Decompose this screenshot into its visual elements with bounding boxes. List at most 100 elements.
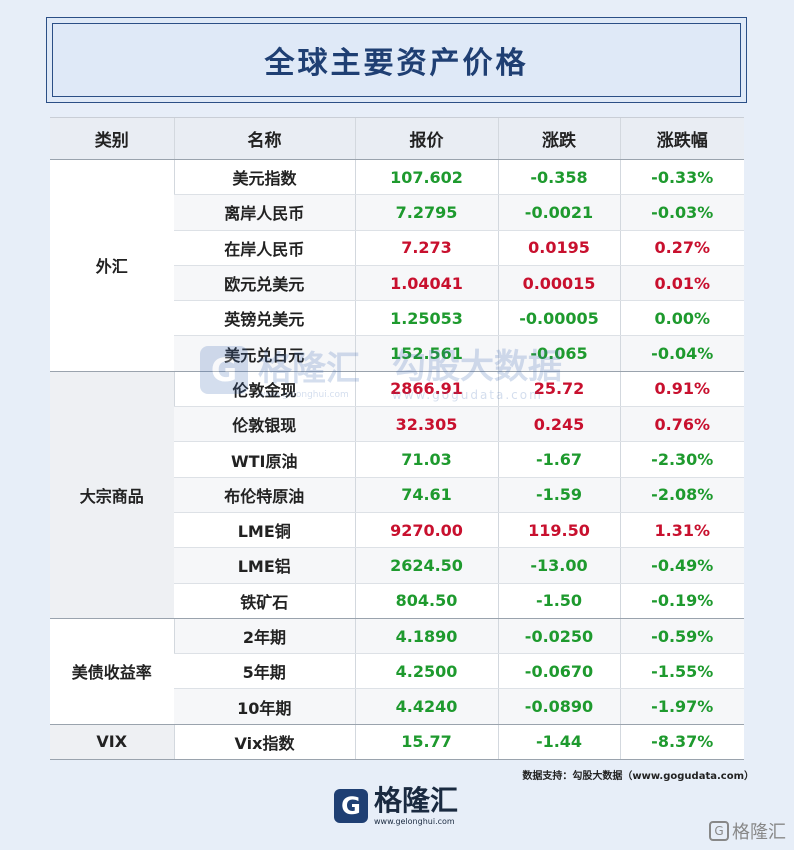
footer-logo-icon: G bbox=[334, 789, 368, 823]
table-row: 在岸人民币 7.273 0.0195 0.27% bbox=[50, 230, 744, 266]
table-row: 铁矿石 804.50 -1.50 -0.19% bbox=[50, 583, 744, 619]
category-cell: 美债收益率 bbox=[50, 618, 174, 725]
change-cell: -1.67 bbox=[497, 441, 620, 478]
name-cell: 美元指数 bbox=[173, 159, 355, 196]
change-cell: -13.00 bbox=[497, 547, 620, 584]
price-cell: 1.25053 bbox=[354, 300, 498, 337]
table-row: 英镑兑美元 1.25053 -0.00005 0.00% bbox=[50, 300, 744, 337]
pct-cell: -0.04% bbox=[619, 335, 744, 372]
change-cell: -0.358 bbox=[497, 159, 620, 196]
table-row: 美元兑日元 152.561 -0.065 -0.04% bbox=[50, 335, 744, 372]
pct-cell: -2.08% bbox=[619, 477, 744, 513]
price-cell: 1.04041 bbox=[354, 265, 498, 302]
change-cell: 0.0195 bbox=[497, 230, 620, 266]
pct-cell: 0.01% bbox=[619, 265, 744, 302]
pct-cell: -0.33% bbox=[619, 159, 744, 196]
price-cell: 74.61 bbox=[354, 477, 498, 513]
category-cell: 大宗商品 bbox=[50, 371, 174, 619]
price-cell: 107.602 bbox=[354, 159, 498, 196]
table-body: 外汇 美元指数 107.602 -0.358 -0.33% 离岸人民币 7.2795 -0.0… bbox=[50, 159, 744, 761]
pct-cell: -0.59% bbox=[619, 618, 744, 655]
pct-cell: -0.03% bbox=[619, 194, 744, 231]
pct-cell: 1.31% bbox=[619, 512, 744, 549]
name-cell: 美元兑日元 bbox=[174, 335, 355, 372]
change-cell: 119.50 bbox=[497, 512, 620, 549]
pct-cell: -8.37% bbox=[619, 724, 744, 761]
price-cell: 2624.50 bbox=[354, 547, 498, 584]
price-cell: 32.305 bbox=[354, 406, 498, 443]
page-title: 全球主要资产价格 bbox=[264, 46, 529, 81]
pct-cell: 0.00% bbox=[619, 300, 744, 337]
price-cell: 2866.91 bbox=[354, 371, 498, 408]
name-cell: 英镑兑美元 bbox=[174, 300, 355, 337]
table-row: 10年期 4.4240 -0.0890 -1.97% bbox=[50, 688, 744, 725]
name-cell: 2年期 bbox=[173, 618, 355, 655]
name-cell: LME铜 bbox=[174, 512, 355, 549]
price-cell: 15.77 bbox=[354, 724, 498, 761]
pct-cell: 0.76% bbox=[619, 406, 744, 443]
price-cell: 4.1890 bbox=[354, 618, 498, 655]
category-cell: VIX bbox=[50, 724, 174, 761]
table-row: WTI原油 71.03 -1.67 -2.30% bbox=[50, 441, 744, 478]
price-cell: 7.2795 bbox=[354, 194, 498, 231]
price-cell: 152.561 bbox=[354, 335, 498, 372]
corner-watermark: G 格隆汇 bbox=[709, 818, 786, 844]
header-name: 名称 bbox=[173, 117, 355, 160]
pct-cell: -1.97% bbox=[619, 688, 744, 725]
pct-cell: 0.91% bbox=[619, 371, 744, 408]
name-cell: 铁矿石 bbox=[174, 583, 355, 619]
category-cell: 外汇 bbox=[50, 159, 174, 372]
pct-cell: -0.19% bbox=[619, 583, 744, 619]
pct-cell: -2.30% bbox=[619, 441, 744, 478]
table-row: LME铝 2624.50 -13.00 -0.49% bbox=[50, 547, 744, 584]
change-cell: -0.0250 bbox=[497, 618, 620, 655]
price-cell: 9270.00 bbox=[354, 512, 498, 549]
name-cell: 伦敦金现 bbox=[173, 371, 355, 408]
price-cell: 4.2500 bbox=[354, 653, 498, 690]
pct-cell: -1.55% bbox=[619, 653, 744, 690]
price-cell: 4.4240 bbox=[354, 688, 498, 725]
table-row: 美债收益率 2年期 4.1890 -0.0250 -0.59% bbox=[50, 618, 744, 725]
table-row: VIX Vix指数 15.77 -1.44 -8.37% bbox=[50, 724, 744, 761]
change-cell: -0.00005 bbox=[497, 300, 620, 337]
table-row: 大宗商品 伦敦金现 2866.91 25.72 0.91% bbox=[50, 371, 744, 619]
change-cell: -1.59 bbox=[497, 477, 620, 513]
change-cell: 0.00015 bbox=[497, 265, 620, 302]
header-pct: 涨跌幅 bbox=[619, 117, 744, 160]
footer-brand-url: www.gelonghui.com bbox=[374, 816, 455, 826]
name-cell: LME铝 bbox=[174, 547, 355, 584]
asset-price-table: 类别 名称 报价 涨跌 涨跌幅 外汇 美元指数 107.602 -0.358 -0.33… bbox=[50, 117, 744, 761]
name-cell: 在岸人民币 bbox=[174, 230, 355, 266]
pct-cell: 0.27% bbox=[619, 230, 744, 266]
table-row: 欧元兑美元 1.04041 0.00015 0.01% bbox=[50, 265, 744, 302]
name-cell: 欧元兑美元 bbox=[174, 265, 355, 302]
price-cell: 7.273 bbox=[354, 230, 498, 266]
name-cell: 布伦特原油 bbox=[174, 477, 355, 513]
header-change: 涨跌 bbox=[497, 117, 620, 160]
name-cell: WTI原油 bbox=[174, 441, 355, 478]
table-row: 外汇 美元指数 107.602 -0.358 -0.33% bbox=[50, 159, 744, 372]
change-cell: -1.44 bbox=[497, 724, 620, 761]
change-cell: -0.065 bbox=[497, 335, 620, 372]
table-row: 伦敦银现 32.305 0.245 0.76% bbox=[50, 406, 744, 443]
price-cell: 71.03 bbox=[354, 441, 498, 478]
footer-logo: G 格隆汇 www.gelonghui.com bbox=[334, 786, 458, 826]
table-row: 布伦特原油 74.61 -1.59 -2.08% bbox=[50, 477, 744, 513]
corner-logo-icon: G bbox=[709, 821, 729, 841]
name-cell: 离岸人民币 bbox=[174, 194, 355, 231]
footer-brand-name: 格隆汇 bbox=[374, 783, 459, 817]
table-header-row: 类别 名称 报价 涨跌 涨跌幅 bbox=[50, 117, 744, 160]
title-frame: 全球主要资产价格 bbox=[52, 23, 741, 97]
table-row: LME铜 9270.00 119.50 1.31% bbox=[50, 512, 744, 549]
table-row: 离岸人民币 7.2795 -0.0021 -0.03% bbox=[50, 194, 744, 231]
name-cell: 伦敦银现 bbox=[174, 406, 355, 443]
change-cell: -1.50 bbox=[497, 583, 620, 619]
source-note: 数据支持：勾股大数据（www.gogudata.com） bbox=[522, 771, 754, 782]
change-cell: -0.0890 bbox=[497, 688, 620, 725]
pct-cell: -0.49% bbox=[619, 547, 744, 584]
change-cell: -0.0670 bbox=[497, 653, 620, 690]
name-cell: 5年期 bbox=[174, 653, 355, 690]
name-cell: 10年期 bbox=[174, 688, 355, 725]
price-cell: 804.50 bbox=[354, 583, 498, 619]
title-banner: 全球主要资产价格 bbox=[46, 17, 747, 103]
